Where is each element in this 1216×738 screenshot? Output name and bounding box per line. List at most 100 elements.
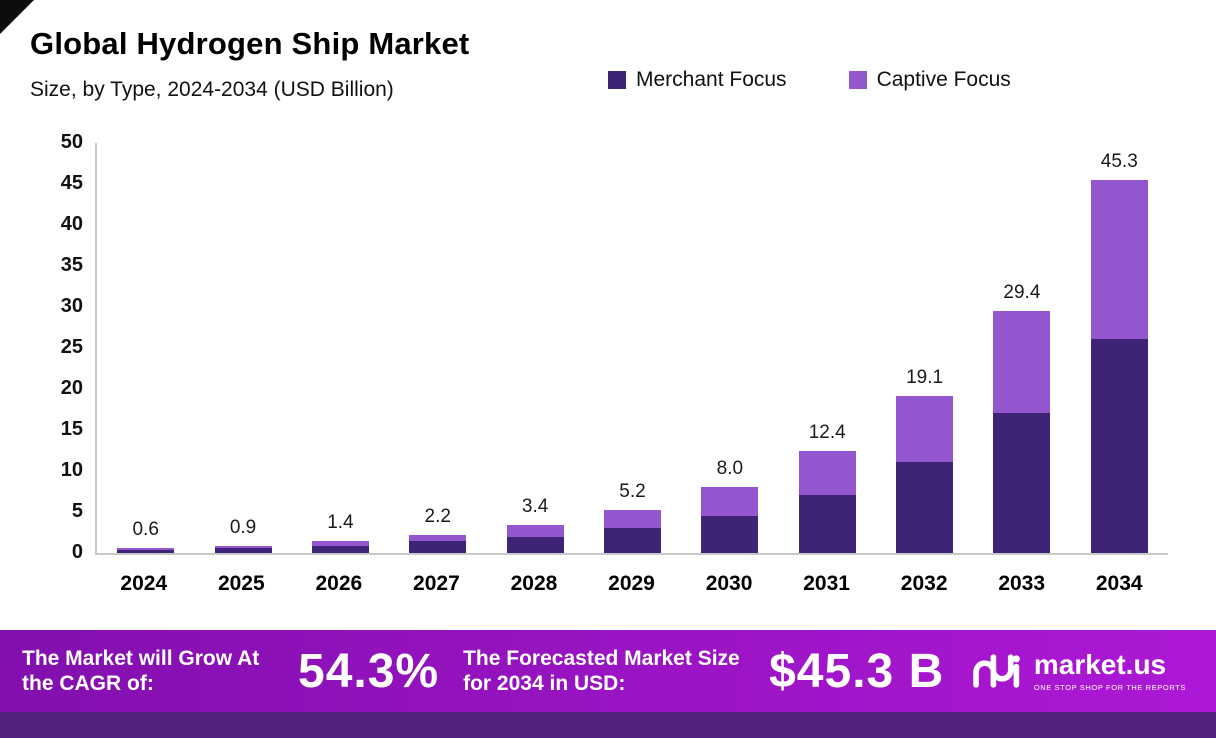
corner-triangle-decoration — [0, 0, 34, 34]
bars: 0.6 0.9 1.4 2.2 3.4 5.2 8.0 12.4 19.1 29.4 45.3 — [97, 143, 1168, 553]
captive-swatch-icon — [848, 71, 867, 89]
bar-segment-merchant-focus — [409, 541, 467, 553]
bar-stack — [1090, 179, 1148, 553]
bar-segment-merchant-focus — [798, 495, 856, 553]
bar-segment-merchant-focus — [1090, 338, 1148, 553]
y-tick-label: 35 — [60, 254, 83, 276]
bar-total-label: 8.0 — [716, 458, 744, 480]
bar-segment-merchant-focus — [214, 548, 272, 553]
chart-header: Global Hydrogen Ship Market Size, by Typ… — [30, 26, 469, 102]
bar-segment-captive-focus — [798, 450, 856, 496]
bar-segment-captive-focus — [603, 510, 661, 529]
bar-column: 1.4 — [292, 143, 389, 553]
bar-segment-captive-focus — [311, 541, 369, 546]
marketus-logo: market.us ONE STOP SHOP FOR THE REPORTS — [970, 649, 1194, 693]
bar-total-label: 29.4 — [1003, 281, 1041, 303]
bar-segment-merchant-focus — [701, 515, 759, 553]
bar-segment-merchant-focus — [311, 545, 369, 553]
bar-segment-captive-focus — [993, 310, 1051, 413]
y-tick-label: 15 — [60, 418, 83, 440]
cagr-label: The Market will Grow At the CAGR of: — [22, 646, 260, 695]
x-tick-label: 2027 — [413, 572, 460, 595]
bar-segment-captive-focus — [117, 548, 175, 551]
bar-segment-merchant-focus — [896, 462, 954, 553]
y-tick-label: 25 — [60, 336, 83, 358]
merchant-swatch-icon — [608, 71, 626, 89]
chart-plot-area: 0 5 10 15 20 25 30 35 40 45 50 0.6 0.9 1.4 2.2 3.4 5.2 8… — [61, 131, 1168, 563]
bar-stack — [993, 310, 1051, 553]
x-tick-label: 2029 — [608, 572, 655, 595]
x-tick-label: 2028 — [510, 572, 558, 595]
bar-segment-captive-focus — [896, 395, 954, 463]
page-subtitle: Size, by Type, 2024-2034 (USD Billion) — [30, 78, 394, 101]
marketus-logo-icon — [973, 654, 1020, 688]
bar-segment-captive-focus — [1090, 179, 1148, 339]
x-axis: 2024 2025 2026 2027 2028 2029 2030 2031 2032 2033… — [95, 572, 1168, 596]
bar-stack — [798, 450, 856, 553]
bar-column: 0.9 — [194, 143, 291, 553]
legend-label-captive: Captive Focus — [876, 68, 1011, 91]
y-tick-label: 10 — [60, 459, 83, 481]
forecast-value: $45.3 B — [769, 644, 945, 698]
legend-item-merchant: Merchant Focus — [608, 68, 787, 92]
bar-segment-captive-focus — [409, 534, 467, 542]
legend-label-merchant: Merchant Focus — [636, 68, 787, 91]
bar-column: 19.1 — [876, 143, 973, 553]
bar-segment-merchant-focus — [117, 550, 175, 553]
bar-total-label: 1.4 — [327, 512, 354, 534]
y-tick-label: 50 — [60, 131, 83, 153]
bar-total-label: 5.2 — [619, 481, 646, 503]
bar-total-label: 0.9 — [229, 516, 257, 538]
footer-banner: The Market will Grow At the CAGR of: 54.… — [0, 630, 1216, 712]
x-tick-label: 2033 — [998, 572, 1046, 595]
x-tick-label: 2032 — [900, 572, 948, 595]
bar-stack — [214, 545, 272, 553]
legend-item-captive: Captive Focus — [848, 68, 1011, 92]
bar-segment-captive-focus — [214, 545, 272, 549]
y-tick-label: 0 — [71, 541, 83, 563]
x-tick-label: 2026 — [315, 572, 363, 595]
bar-segment-merchant-focus — [506, 536, 564, 553]
x-tick-label: 2034 — [1095, 572, 1143, 595]
forecast-label: The Forecasted Market Size for 2034 in U… — [463, 646, 740, 695]
bar-stack — [701, 487, 759, 553]
bar-stack — [311, 541, 369, 553]
bar-total-label: 45.3 — [1100, 150, 1138, 172]
bar-total-label: 3.4 — [521, 496, 549, 517]
bar-column: 8.0 — [681, 143, 778, 553]
y-tick-label: 45 — [60, 172, 83, 194]
bar-stack — [896, 395, 954, 553]
x-tick-label: 2024 — [120, 572, 168, 595]
bar-stack — [603, 510, 661, 553]
bar-total-label: 2.2 — [424, 505, 451, 527]
y-tick-label: 20 — [60, 377, 83, 399]
y-tick-label: 5 — [71, 500, 83, 522]
x-tick-label: 2025 — [217, 572, 265, 595]
bar-column: 3.4 — [486, 143, 583, 553]
bar-segment-merchant-focus — [993, 412, 1051, 553]
bar-total-label: 0.6 — [132, 519, 159, 541]
bar-segment-captive-focus — [701, 487, 759, 516]
legend: Merchant Focus Captive Focus — [608, 68, 1011, 92]
page-title: Global Hydrogen Ship Market — [30, 26, 470, 61]
bar-stack — [117, 548, 175, 553]
logo-text-block: market.us ONE STOP SHOP FOR THE REPORTS — [1033, 648, 1186, 692]
bar-column: 5.2 — [584, 143, 681, 553]
y-tick-label: 30 — [60, 295, 83, 317]
logo-tagline: ONE STOP SHOP FOR THE REPORTS — [1033, 682, 1186, 692]
y-tick-label: 40 — [60, 213, 83, 235]
bar-stack — [409, 534, 467, 553]
cagr-value: 54.3% — [298, 644, 440, 698]
x-tick-label: 2031 — [803, 572, 850, 595]
bar-segment-captive-focus — [506, 525, 564, 537]
bar-total-label: 12.4 — [808, 421, 846, 443]
bottom-strip-decoration — [0, 712, 1216, 738]
bar-total-label: 19.1 — [906, 366, 944, 388]
bar-column: 2.2 — [389, 143, 486, 553]
bar-stack — [506, 525, 564, 553]
bar-column: 12.4 — [779, 143, 876, 553]
logo-text: market.us — [1033, 648, 1167, 680]
bar-segment-merchant-focus — [603, 528, 661, 553]
bar-column: 29.4 — [973, 143, 1070, 553]
